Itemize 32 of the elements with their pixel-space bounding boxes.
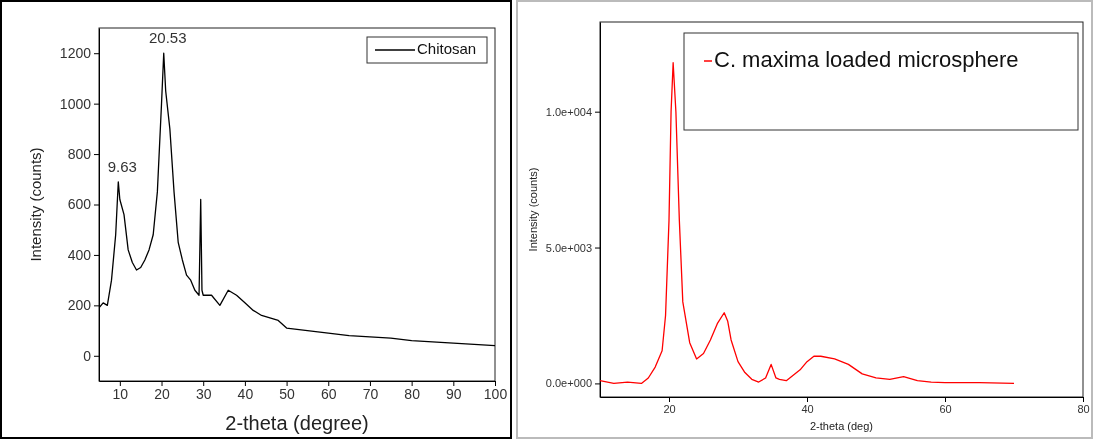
y-tick-label: 1.0e+004 bbox=[545, 105, 592, 118]
x-tick-label: 40 bbox=[801, 402, 814, 415]
y-tick-label: 1200 bbox=[59, 45, 92, 62]
x-tick-label: 30 bbox=[195, 385, 212, 402]
annotation: 9.63 bbox=[107, 157, 137, 175]
y-tick-label: 1000 bbox=[59, 95, 92, 112]
y-tick-label: 0.0e+000 bbox=[545, 377, 592, 390]
y-axis-title: Intensity (counts) bbox=[526, 167, 539, 252]
x-tick-label: 90 bbox=[446, 385, 462, 402]
annotation: 20.53 bbox=[148, 29, 187, 47]
x-tick-label: 50 bbox=[279, 385, 296, 402]
x-tick-label: 70 bbox=[362, 385, 379, 402]
x-axis-title: 2-theta (deg) bbox=[810, 420, 873, 432]
x-tick-label: 20 bbox=[154, 385, 171, 402]
x-tick-label: 60 bbox=[939, 402, 952, 415]
y-tick-label: 0 bbox=[83, 347, 92, 364]
y-tick-label: 200 bbox=[67, 297, 92, 314]
x-tick-label: 40 bbox=[237, 385, 254, 402]
y-axis-title: Intensity (counts) bbox=[26, 147, 44, 262]
x-axis-title: 2-theta (degree) bbox=[225, 412, 369, 434]
x-tick-label: 20 bbox=[663, 402, 676, 415]
y-tick-label: 5.0e+003 bbox=[545, 241, 592, 254]
x-tick-label: 10 bbox=[112, 385, 129, 402]
y-tick-label: 600 bbox=[67, 196, 92, 213]
x-tick-label: 100 bbox=[483, 385, 508, 402]
y-tick-label: 800 bbox=[67, 146, 92, 163]
x-tick-label: 60 bbox=[320, 385, 337, 402]
y-tick-label: 400 bbox=[67, 246, 92, 263]
legend-label: C. maxima loaded microsphere bbox=[714, 46, 1019, 72]
x-tick-label: 80 bbox=[404, 385, 421, 402]
legend-label: Chitosan bbox=[417, 39, 477, 57]
x-tick-label: 80 bbox=[1077, 402, 1090, 415]
